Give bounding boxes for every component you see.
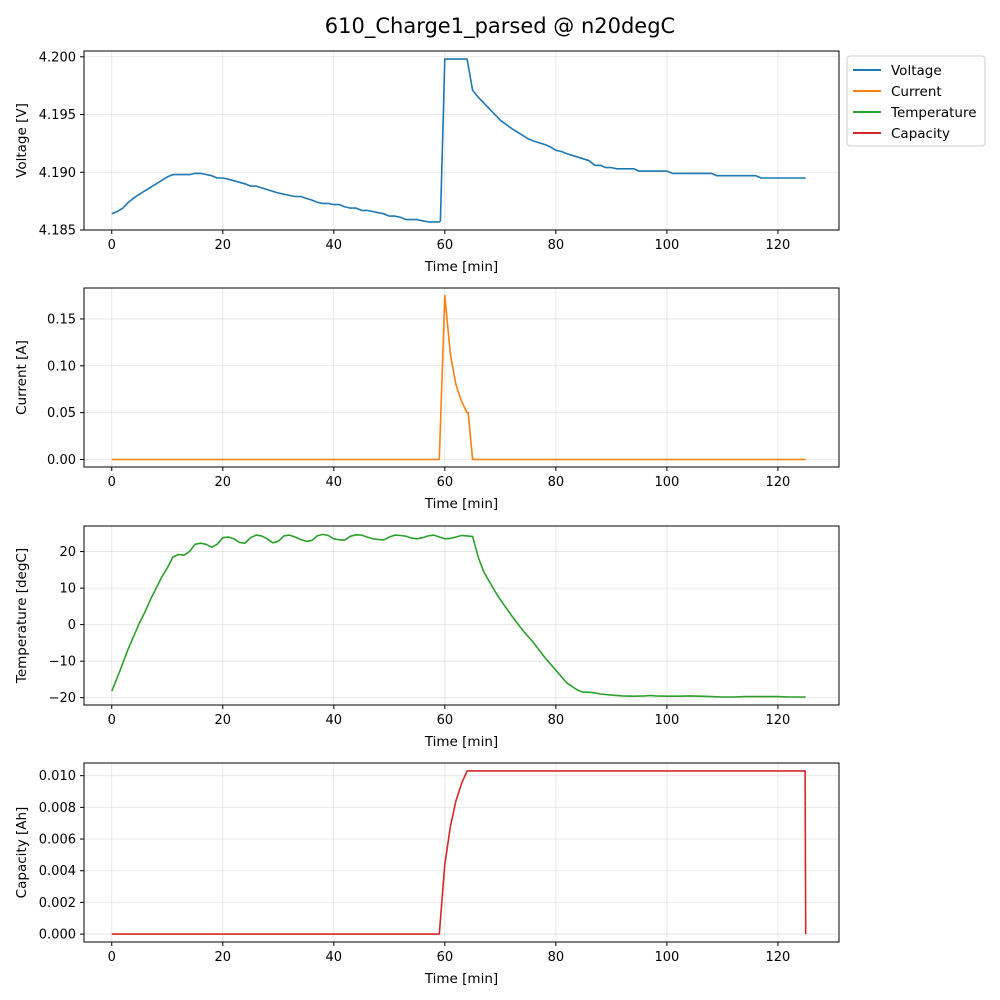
current-xtick-label: 80 bbox=[548, 475, 565, 490]
capacity-xtick-label: 20 bbox=[215, 950, 232, 965]
voltage-ytick-label: 4.185 bbox=[39, 224, 76, 239]
voltage-xtick-label: 80 bbox=[548, 238, 565, 253]
voltage-xtick-label: 0 bbox=[108, 238, 116, 253]
capacity-xtick-label: 80 bbox=[548, 950, 565, 965]
voltage-xlabel: Time [min] bbox=[424, 259, 498, 275]
capacity-xlabel: Time [min] bbox=[424, 971, 498, 987]
temperature-ytick-label: 10 bbox=[59, 582, 76, 597]
capacity-ylabel: Capacity [Ah] bbox=[14, 807, 30, 899]
current-ylabel: Current [A] bbox=[14, 340, 30, 415]
legend: Voltage Current Temperature Capacity bbox=[846, 55, 986, 147]
temperature-series-line bbox=[111, 533, 806, 698]
current-xtick-label: 120 bbox=[766, 475, 791, 490]
capacity-ytick-label: 0.000 bbox=[39, 928, 76, 943]
capacity-ytick-label: 0.010 bbox=[39, 769, 76, 784]
temperature-xtick-label: 0 bbox=[108, 713, 116, 728]
current-ytick-label: 0.00 bbox=[47, 453, 76, 468]
temperature-xlabel: Time [min] bbox=[424, 734, 498, 750]
voltage-ytick-label: 4.195 bbox=[39, 108, 76, 123]
voltage-subplot: 0 20 40 60 80 100 120 4.185 4.190 4.195 4.200 Time … bbox=[14, 50, 840, 275]
capacity-series-line bbox=[111, 770, 807, 935]
temperature-axes-frame bbox=[83, 525, 840, 706]
temperature-xtick-label: 40 bbox=[326, 713, 343, 728]
voltage-xtick-label: 100 bbox=[654, 238, 679, 253]
current-ytick-label: 0.15 bbox=[47, 312, 76, 327]
temperature-ylabel: Temperature [degC] bbox=[14, 548, 30, 684]
voltage-series-line bbox=[111, 58, 806, 223]
temperature-xtick-label: 100 bbox=[654, 713, 679, 728]
temperature-xtick-label: 80 bbox=[548, 713, 565, 728]
temperature-ytick-label: −20 bbox=[49, 691, 76, 706]
legend-label: Voltage bbox=[891, 63, 942, 79]
current-xtick-label: 60 bbox=[437, 475, 454, 490]
capacity-xtick-label: 0 bbox=[108, 950, 116, 965]
temperature-ytick-label: 0 bbox=[68, 618, 76, 633]
capacity-xtick-label: 60 bbox=[437, 950, 454, 965]
temperature-ytick-label: 20 bbox=[59, 545, 76, 560]
capacity-xtick-label: 120 bbox=[766, 950, 791, 965]
voltage-ytick-label: 4.190 bbox=[39, 166, 76, 181]
capacity-ytick-label: 0.004 bbox=[39, 864, 76, 879]
capacity-xtick-label: 100 bbox=[654, 950, 679, 965]
capacity-ytick-label: 0.008 bbox=[39, 801, 76, 816]
current-xtick-label: 100 bbox=[654, 475, 679, 490]
current-series-line bbox=[111, 294, 806, 461]
capacity-xtick-label: 40 bbox=[326, 950, 343, 965]
legend-box bbox=[846, 55, 986, 147]
current-ytick-label: 0.10 bbox=[47, 359, 76, 374]
voltage-xtick-label: 120 bbox=[766, 238, 791, 253]
temperature-ytick-label: −10 bbox=[49, 655, 76, 670]
voltage-ytick-label: 4.200 bbox=[39, 50, 76, 65]
voltage-xtick-label: 40 bbox=[326, 238, 343, 253]
temperature-xtick-label: 60 bbox=[437, 713, 454, 728]
current-xtick-label: 20 bbox=[215, 475, 232, 490]
temperature-subplot: 0 20 40 60 80 100 120 −20 −10 0 10 20 Time [min] Temp… bbox=[14, 525, 840, 750]
current-subplot: 0 20 40 60 80 100 120 0.00 0.05 0.10 0.15 Time [min… bbox=[14, 287, 840, 512]
capacity-subplot: 0 20 40 60 80 100 120 0.000 0.002 0.004 0.006 0.008… bbox=[14, 762, 840, 987]
temperature-xtick-label: 20 bbox=[215, 713, 232, 728]
temperature-xtick-label: 120 bbox=[766, 713, 791, 728]
voltage-ylabel: Voltage [V] bbox=[14, 103, 30, 178]
capacity-ytick-label: 0.006 bbox=[39, 833, 76, 848]
legend-label: Temperature bbox=[890, 105, 977, 121]
voltage-axes-frame bbox=[83, 50, 840, 231]
legend-label: Current bbox=[891, 84, 942, 100]
current-ytick-label: 0.05 bbox=[47, 406, 76, 421]
capacity-ytick-label: 0.002 bbox=[39, 896, 76, 911]
legend-label: Capacity bbox=[891, 126, 950, 142]
current-xtick-label: 40 bbox=[326, 475, 343, 490]
capacity-axes-frame bbox=[83, 762, 840, 943]
current-xlabel: Time [min] bbox=[424, 496, 498, 512]
current-axes-frame bbox=[83, 287, 840, 468]
figure-title: 610_Charge1_parsed @ n20degC bbox=[324, 14, 676, 38]
current-xtick-label: 0 bbox=[108, 475, 116, 490]
voltage-xtick-label: 60 bbox=[437, 238, 454, 253]
voltage-xtick-label: 20 bbox=[215, 238, 232, 253]
